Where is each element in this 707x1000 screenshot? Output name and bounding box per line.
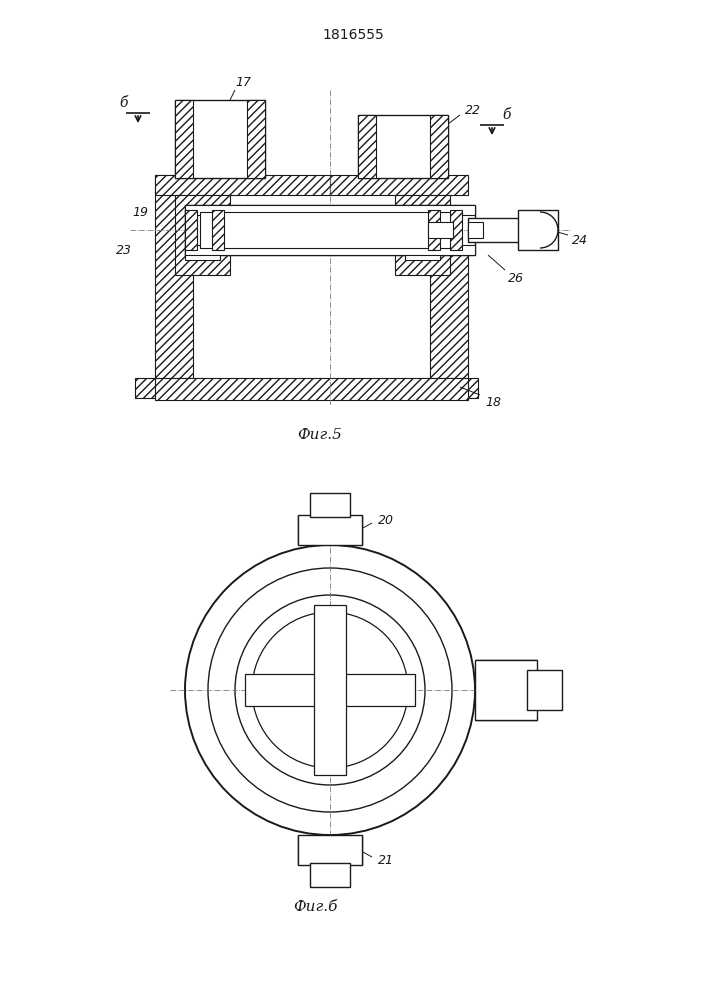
Text: 20: 20 xyxy=(378,514,394,526)
Bar xyxy=(475,660,537,720)
Text: 21: 21 xyxy=(378,854,394,866)
Bar xyxy=(298,515,362,545)
Bar xyxy=(330,175,468,195)
Bar xyxy=(185,210,197,250)
Bar xyxy=(298,835,362,865)
Text: 17: 17 xyxy=(235,76,251,89)
Bar xyxy=(185,205,475,255)
Bar xyxy=(428,222,453,238)
Bar xyxy=(175,100,265,178)
Text: 24: 24 xyxy=(572,233,588,246)
Text: Фиг.б: Фиг.б xyxy=(293,900,337,914)
Bar xyxy=(200,212,460,248)
Bar xyxy=(518,210,558,250)
Bar xyxy=(450,210,462,250)
Bar xyxy=(418,378,478,398)
Bar xyxy=(155,175,193,390)
Bar xyxy=(185,210,220,260)
Text: 19: 19 xyxy=(132,206,148,219)
Bar xyxy=(185,205,475,215)
Bar xyxy=(358,115,376,178)
Bar xyxy=(155,175,330,195)
Bar xyxy=(212,210,224,250)
Text: 18: 18 xyxy=(485,395,501,408)
Bar xyxy=(468,218,523,242)
Bar xyxy=(175,195,230,275)
Bar xyxy=(358,115,448,178)
Bar xyxy=(527,670,562,710)
Text: 1816555: 1816555 xyxy=(322,28,384,42)
Bar xyxy=(430,240,468,390)
Bar xyxy=(395,195,450,275)
Bar xyxy=(247,100,265,178)
Text: б: б xyxy=(503,108,511,122)
Bar xyxy=(155,378,468,400)
Bar xyxy=(468,222,483,238)
Bar xyxy=(405,210,440,260)
Text: 22: 22 xyxy=(465,104,481,116)
Text: б: б xyxy=(119,96,128,110)
Bar xyxy=(310,863,350,887)
Bar xyxy=(430,115,448,178)
Bar xyxy=(135,378,203,398)
Text: 26: 26 xyxy=(508,271,524,284)
Text: 23: 23 xyxy=(116,243,132,256)
Bar xyxy=(310,493,350,517)
Bar xyxy=(185,245,475,255)
Bar xyxy=(314,605,346,775)
Bar xyxy=(428,210,440,250)
Text: Фиг.5: Фиг.5 xyxy=(298,428,342,442)
Bar xyxy=(245,674,415,706)
Bar xyxy=(175,100,193,178)
